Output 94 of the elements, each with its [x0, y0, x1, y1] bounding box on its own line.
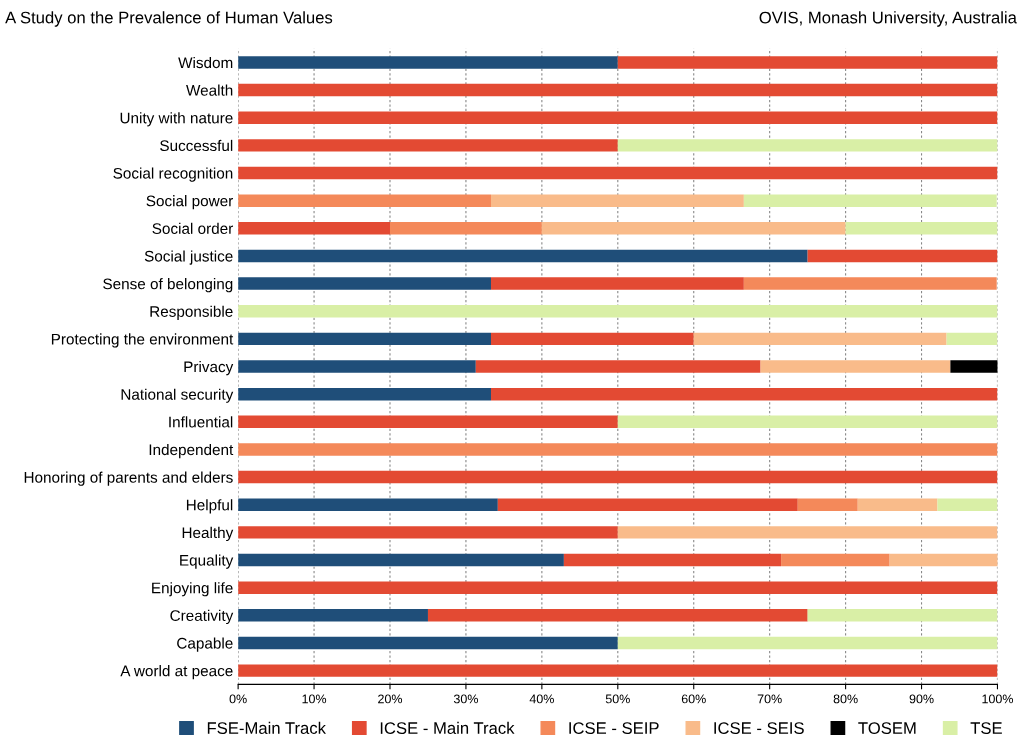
legend-label: TSE — [970, 722, 1002, 734]
bar — [238, 526, 618, 539]
y-tick-label: Honoring of parents and elders — [24, 471, 233, 486]
bar — [693, 332, 947, 346]
bar — [950, 360, 998, 373]
x-tick-label: 90% — [909, 694, 934, 704]
bar — [427, 609, 808, 622]
chart-title: A Study on the Prevalence of Human Values — [5, 11, 333, 27]
legend-label: TOSEM — [858, 722, 916, 734]
legend-label: ICSE - SEIS — [714, 722, 804, 734]
bar — [238, 166, 998, 180]
bar — [937, 498, 998, 511]
text: OVIS, Monash University, Australia — [759, 11, 1017, 27]
bar — [807, 249, 998, 263]
bar — [797, 498, 858, 511]
bar — [238, 443, 998, 456]
bar — [563, 553, 782, 567]
x-tick-label: 50% — [605, 694, 630, 704]
bar — [490, 277, 744, 290]
bar — [238, 415, 618, 429]
bar — [238, 249, 808, 263]
y-tick-label: Creativity — [170, 609, 234, 625]
bar — [238, 305, 998, 318]
bar — [238, 498, 498, 511]
bar — [617, 56, 998, 69]
bar — [238, 222, 390, 235]
bar — [238, 609, 428, 622]
x-tick-label: 80% — [833, 694, 858, 704]
y-tick-label: Privacy — [184, 360, 234, 376]
bar — [889, 553, 998, 567]
x-tick-label: 70% — [757, 694, 782, 704]
x-tick-label: 60% — [681, 694, 706, 704]
bar — [238, 139, 618, 152]
bar — [238, 277, 491, 290]
y-tick-label: Successful — [160, 139, 233, 152]
bar — [490, 332, 694, 346]
bar — [857, 498, 938, 511]
y-tick-label: Influential — [169, 416, 233, 428]
y-tick-label: Capable — [177, 637, 233, 652]
y-tick-label: Wealth — [186, 84, 233, 96]
bar — [238, 387, 491, 401]
bar — [743, 194, 997, 207]
bar — [617, 636, 998, 650]
bar — [490, 387, 998, 401]
bar — [238, 664, 998, 677]
bar — [238, 581, 998, 594]
bar — [238, 194, 491, 207]
bar — [617, 139, 998, 152]
y-tick-label: Helpful — [186, 499, 233, 514]
y-tick-label: Sense of belonging — [103, 278, 233, 293]
bar — [238, 360, 476, 373]
y-tick-label: Responsible — [150, 305, 233, 320]
y-tick-label: National security — [121, 388, 234, 403]
bar — [475, 360, 761, 373]
y-tick-label: Independent — [149, 443, 234, 459]
y-tick-label: Equality — [180, 554, 234, 569]
bar — [490, 194, 744, 207]
y-tick-label: Enjoying life — [152, 582, 233, 597]
x-tick-label: 100% — [982, 694, 1014, 704]
legend-label: FSE-Main Track — [207, 721, 326, 734]
y-tick-label: Social power — [146, 195, 234, 210]
bar — [946, 332, 998, 346]
bar — [238, 553, 564, 567]
y-tick-label: Protecting the environment — [51, 333, 234, 348]
y-tick-label: Healthy — [182, 526, 234, 542]
bar — [743, 277, 997, 290]
y-tick-label: Social justice — [144, 250, 233, 265]
legend-label: ICSE - SEIP — [569, 722, 659, 734]
bar — [617, 526, 998, 539]
bar — [238, 636, 618, 650]
y-tick-label: A world at peace — [120, 665, 233, 680]
bar — [238, 470, 998, 484]
bar — [238, 332, 491, 346]
y-tick-label: Unity with nature — [120, 112, 233, 127]
bar — [781, 553, 890, 567]
x-tick-label: 0% — [229, 694, 247, 704]
bar — [238, 56, 618, 69]
y-tick-label: Social recognition — [113, 167, 233, 182]
legend-label: ICSE - Main Track — [380, 721, 515, 734]
bar — [497, 498, 798, 511]
bar — [238, 111, 998, 124]
bar — [390, 222, 542, 235]
bar — [541, 222, 846, 235]
x-tick-label: 40% — [529, 694, 554, 704]
y-tick-label: Social order — [152, 222, 234, 234]
x-tick-label: 10% — [302, 694, 327, 704]
bar — [807, 609, 998, 622]
bar — [617, 415, 998, 429]
x-tick-label: 30% — [453, 694, 478, 704]
bar — [760, 360, 951, 373]
y-tick-label: Wisdom — [178, 56, 233, 69]
x-tick-label: 20% — [378, 694, 403, 704]
bar — [238, 83, 998, 97]
bar — [845, 222, 998, 235]
